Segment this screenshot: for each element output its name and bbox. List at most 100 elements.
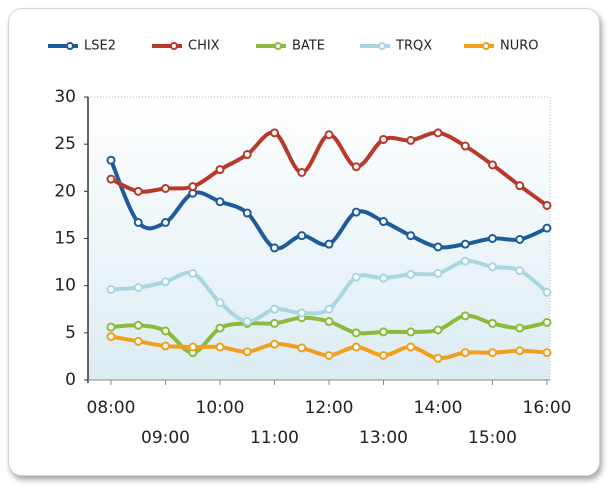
data-point bbox=[433, 242, 443, 252]
data-point bbox=[161, 326, 170, 336]
y-tick-label: 20 bbox=[54, 181, 76, 201]
data-point bbox=[351, 328, 361, 338]
data-point bbox=[297, 231, 307, 241]
legend-marker bbox=[66, 42, 74, 50]
x-tick-label: 08:00 bbox=[87, 398, 136, 418]
plot-area bbox=[87, 96, 551, 381]
data-point bbox=[133, 283, 143, 293]
data-point bbox=[188, 182, 198, 192]
legend-marker bbox=[274, 42, 282, 50]
data-point bbox=[161, 341, 170, 351]
data-point bbox=[324, 304, 334, 314]
data-point bbox=[488, 160, 497, 170]
data-point bbox=[433, 353, 443, 363]
legend-label: TRQX bbox=[395, 39, 432, 54]
legend-label: NURO bbox=[500, 39, 539, 54]
data-point bbox=[406, 327, 416, 337]
data-point bbox=[297, 308, 307, 318]
data-point bbox=[297, 343, 307, 353]
data-point bbox=[406, 231, 416, 241]
data-point bbox=[242, 150, 252, 160]
legend-label: LSE2 bbox=[84, 39, 116, 54]
data-point bbox=[324, 317, 334, 327]
data-point bbox=[188, 268, 198, 278]
data-point bbox=[215, 165, 225, 175]
data-point bbox=[106, 155, 116, 165]
legend-marker bbox=[378, 42, 386, 50]
data-point bbox=[379, 273, 388, 283]
data-point bbox=[379, 217, 388, 227]
data-point bbox=[215, 197, 225, 207]
data-point bbox=[488, 234, 497, 243]
x-tick-label: 13:00 bbox=[359, 428, 408, 448]
data-point bbox=[515, 234, 525, 244]
data-point bbox=[406, 342, 416, 352]
data-point bbox=[133, 217, 143, 227]
x-tick-label: 15:00 bbox=[468, 428, 517, 448]
data-point bbox=[270, 304, 279, 314]
legend-label: CHIX bbox=[188, 39, 220, 54]
data-point bbox=[433, 325, 443, 335]
data-point bbox=[488, 262, 497, 272]
data-point bbox=[433, 268, 443, 278]
data-point bbox=[270, 243, 279, 253]
data-point bbox=[324, 350, 334, 360]
data-point bbox=[242, 347, 252, 357]
data-point bbox=[460, 239, 470, 249]
data-point bbox=[133, 320, 143, 330]
data-point bbox=[106, 174, 116, 184]
data-point bbox=[106, 332, 116, 342]
x-tick-label: 16:00 bbox=[523, 398, 572, 418]
data-point bbox=[133, 186, 143, 196]
x-tick-label: 14:00 bbox=[414, 398, 463, 418]
data-point bbox=[515, 346, 525, 356]
x-tick-label: 10:00 bbox=[196, 398, 245, 418]
data-point bbox=[161, 217, 170, 227]
y-tick-label: 15 bbox=[54, 229, 76, 249]
x-tick-label: 12:00 bbox=[305, 398, 354, 418]
legend-marker bbox=[170, 42, 178, 50]
data-point bbox=[324, 130, 334, 140]
data-point bbox=[215, 323, 225, 333]
data-point bbox=[460, 311, 470, 321]
x-tick-label: 09:00 bbox=[141, 428, 190, 448]
data-point bbox=[270, 339, 279, 349]
data-point bbox=[515, 266, 525, 276]
data-point bbox=[406, 269, 416, 279]
data-point bbox=[406, 135, 416, 145]
data-point bbox=[106, 284, 116, 294]
data-point bbox=[161, 277, 170, 287]
data-point bbox=[351, 162, 361, 172]
data-point bbox=[270, 318, 279, 328]
data-point bbox=[542, 348, 552, 358]
data-point bbox=[351, 207, 361, 217]
y-tick-label: 0 bbox=[65, 370, 76, 390]
y-tick-label: 5 bbox=[65, 323, 76, 343]
data-point bbox=[515, 323, 525, 333]
data-point bbox=[242, 317, 252, 327]
data-point bbox=[297, 167, 307, 177]
data-point bbox=[379, 327, 388, 337]
data-point bbox=[270, 128, 279, 138]
data-point bbox=[460, 141, 470, 151]
data-point bbox=[379, 134, 388, 144]
data-point bbox=[106, 322, 116, 332]
legend-marker bbox=[482, 42, 490, 50]
data-point bbox=[542, 200, 552, 210]
data-point bbox=[488, 318, 497, 328]
data-point bbox=[542, 317, 552, 327]
data-point bbox=[351, 342, 361, 352]
data-point bbox=[351, 272, 361, 282]
data-point bbox=[542, 223, 552, 233]
y-tick-label: 10 bbox=[54, 276, 76, 296]
data-point bbox=[433, 128, 443, 138]
data-point bbox=[215, 298, 225, 308]
data-point bbox=[379, 350, 388, 360]
data-point bbox=[242, 208, 252, 218]
data-point bbox=[515, 181, 525, 191]
data-point bbox=[161, 184, 170, 194]
data-point bbox=[133, 336, 143, 346]
x-tick-label: 11:00 bbox=[250, 428, 299, 448]
